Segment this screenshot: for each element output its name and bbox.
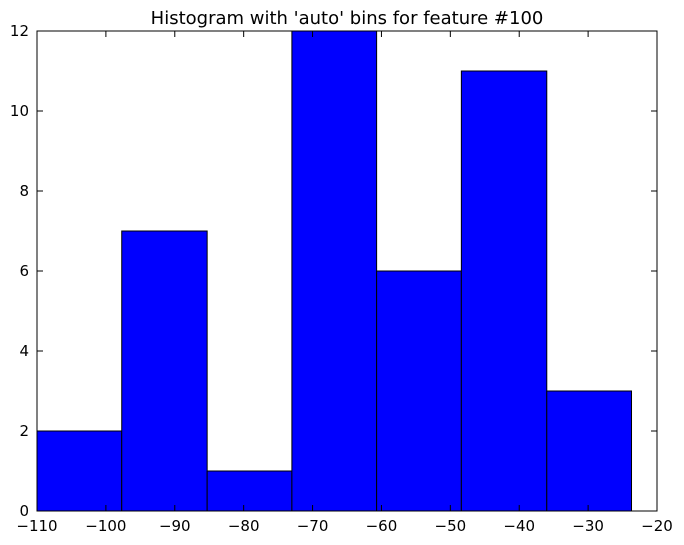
- histogram-bar-4: [291, 30, 378, 512]
- plot-frame: [36, 30, 658, 512]
- histogram-bar-3: [206, 470, 293, 512]
- y-tick-label: 2: [19, 422, 29, 440]
- bars-layer: [36, 30, 633, 512]
- y-tick-label: 10: [10, 102, 29, 120]
- x-tick-label: −70: [297, 517, 329, 535]
- x-tick-label: −40: [503, 517, 535, 535]
- y-tick-label: 6: [19, 262, 29, 280]
- x-tick-label: −100: [85, 517, 126, 535]
- x-tick-label: −20: [641, 517, 673, 535]
- x-tick-label: −30: [572, 517, 604, 535]
- x-tick-label: −80: [228, 517, 260, 535]
- x-tick-label: −50: [435, 517, 467, 535]
- y-tick-labels: 0 2 4 6 8 10 12: [10, 22, 29, 520]
- x-tick-label: −60: [366, 517, 398, 535]
- y-tick-label: 12: [10, 22, 29, 40]
- histogram-bar-6: [460, 70, 548, 512]
- histogram-bar-5: [376, 270, 462, 512]
- y-tick-label: 0: [19, 502, 29, 520]
- histogram-bar-2: [121, 230, 208, 512]
- histogram-bar-1: [36, 430, 123, 512]
- x-tick-label: −110: [16, 517, 57, 535]
- x-tick-labels: −110 −100 −90 −80 −70 −60 −50 −40 −30 −20: [16, 517, 672, 535]
- histogram-bar-7: [546, 390, 633, 512]
- x-tick-label: −90: [159, 517, 191, 535]
- ticks-layer: [36, 30, 658, 512]
- chart-title: Histogram with 'auto' bins for feature #…: [151, 8, 544, 29]
- y-tick-label: 8: [19, 182, 29, 200]
- y-tick-label: 4: [19, 342, 29, 360]
